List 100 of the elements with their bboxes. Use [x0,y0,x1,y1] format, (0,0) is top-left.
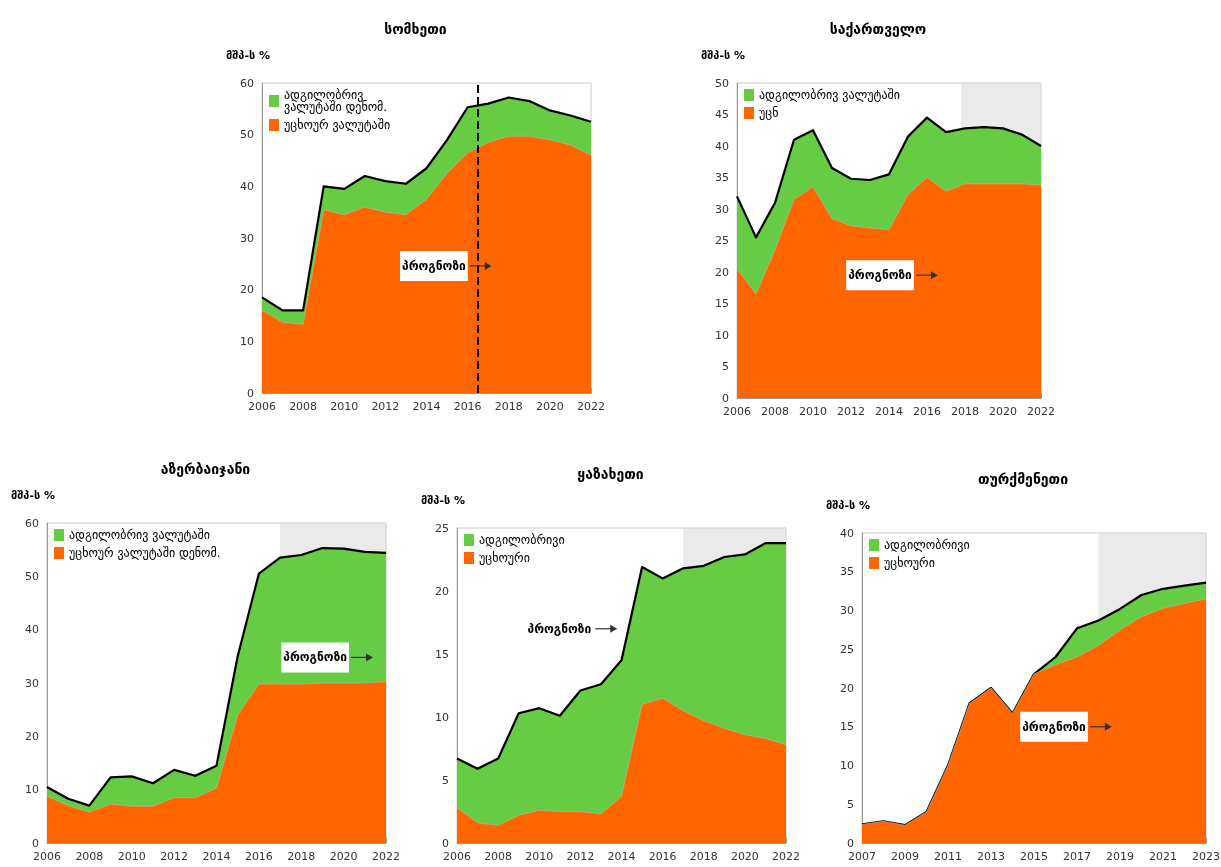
annotation: პროგნოზი [402,258,466,273]
y-tick-label: 10 [715,328,729,342]
x-tick-label: 2018 [951,405,979,418]
x-tick-label: 2018 [287,850,316,863]
y-tick-label: 0 [722,391,729,405]
y-tick-label: 10 [435,710,449,724]
y-tick-label: 50 [240,128,254,142]
annotation: პროგნოზი [283,650,348,665]
x-tick-label: 2008 [761,405,789,418]
x-tick-label: 2012 [160,850,189,863]
x-tick-label: 2012 [566,850,595,863]
annotation: პროგნოზი [527,621,592,636]
y-tick-label: 5 [442,773,449,787]
y-axis-title: მშპ-ს % [421,494,466,507]
legend-label: უცხოური [884,556,935,570]
y-tick-label: 25 [840,642,854,656]
x-tick-label: 2022 [372,850,400,863]
y-tick-label: 0 [247,386,254,400]
x-tick-label: 2014 [875,405,903,418]
y-tick-label: 0 [32,836,39,850]
x-tick-label: 2017 [1063,850,1091,863]
annotation: პროგნოზი [848,268,913,283]
x-tick-label: 2019 [1106,850,1134,863]
x-tick-label: 2006 [248,400,276,413]
y-tick-label: 25 [435,521,449,535]
legend-label: უცხოურ ვალუტაში დენომ. [69,546,221,560]
y-tick-label: 5 [847,797,854,811]
annotation: პროგნოზი [1022,719,1087,734]
x-tick-label: 2022 [1027,405,1055,418]
y-tick-label: 20 [715,265,729,279]
chart-title: აზერბაიჯანი [160,461,251,477]
x-tick-label: 2014 [412,400,441,413]
y-tick-label: 35 [715,171,729,184]
x-tick-label: 2007 [848,850,876,863]
y-tick-label: 30 [240,231,254,245]
y-tick-label: 30 [25,676,39,690]
y-axis-title: მშპ-ს % [226,49,271,62]
x-tick-label: 2006 [33,850,61,863]
x-tick-label: 2006 [443,850,471,863]
y-tick-label: 45 [715,108,729,121]
x-tick-label: 2016 [913,405,941,418]
x-tick-label: 2020 [535,400,564,413]
legend-label: ადგილობრივი [884,538,970,552]
x-tick-label: 2006 [723,405,751,418]
x-tick-label: 2022 [577,400,605,413]
y-tick-label: 20 [25,729,39,743]
x-tick-label: 2016 [648,850,677,863]
x-tick-label: 2018 [494,400,523,413]
x-tick-label: 2010 [525,850,554,863]
chart-title: ყაზახეთი [577,466,644,482]
y-tick-label: 50 [25,569,39,583]
x-tick-label: 2022 [772,850,800,863]
x-tick-label: 2008 [484,850,513,863]
legend-label: ადგილობრივ ვალუტაში [759,88,900,102]
x-tick-label: 2016 [244,850,273,863]
x-tick-label: 2020 [989,405,1017,418]
x-tick-label: 2018 [689,850,718,863]
y-axis-title: მშპ-ს % [826,499,871,512]
y-axis-title: მშპ-ს % [11,489,56,502]
y-tick-label: 25 [715,234,729,247]
legend-label: ადგილობრივ ვალუტაში დენომ. [284,88,388,114]
legend-label: უცხოური [479,551,530,565]
x-tick-label: 2010 [117,850,146,863]
x-tick-label: 2023 [1192,850,1220,863]
y-tick-label: 40 [240,179,254,193]
x-tick-label: 2008 [289,400,318,413]
y-tick-label: 15 [435,647,449,661]
y-tick-label: 10 [840,759,854,772]
y-tick-label: 20 [240,283,254,297]
x-tick-label: 2012 [371,400,400,413]
y-tick-label: 60 [240,76,254,90]
y-tick-label: 20 [435,584,449,598]
y-tick-label: 0 [442,836,449,850]
y-tick-label: 30 [715,202,729,216]
x-tick-label: 2014 [607,850,636,863]
legend-label: ადგილობრივი [479,533,565,547]
y-tick-label: 10 [25,783,39,797]
x-tick-label: 2021 [1149,850,1177,863]
x-tick-label: 2013 [977,850,1005,863]
x-tick-label: 2012 [837,405,865,418]
y-tick-label: 60 [25,516,39,530]
chart-title: საქართველო [829,21,927,37]
chart-title: თურქმენეთი [977,471,1069,487]
y-tick-label: 50 [715,76,729,90]
y-tick-label: 20 [840,681,854,695]
y-tick-label: 15 [840,720,854,734]
x-tick-label: 2016 [453,400,482,413]
y-tick-label: 30 [840,604,854,617]
x-tick-label: 2020 [730,850,759,863]
y-tick-label: 40 [25,623,39,637]
y-tick-label: 5 [722,360,729,373]
y-tick-label: 0 [847,836,854,850]
legend-label: უცნ [759,106,779,120]
x-tick-label: 2014 [202,850,231,863]
x-tick-label: 2011 [934,850,962,863]
y-tick-label: 40 [715,139,729,153]
x-tick-label: 2009 [891,850,919,863]
y-tick-label: 35 [840,565,854,579]
x-tick-label: 2010 [330,400,359,413]
x-tick-label: 2015 [1020,850,1048,863]
